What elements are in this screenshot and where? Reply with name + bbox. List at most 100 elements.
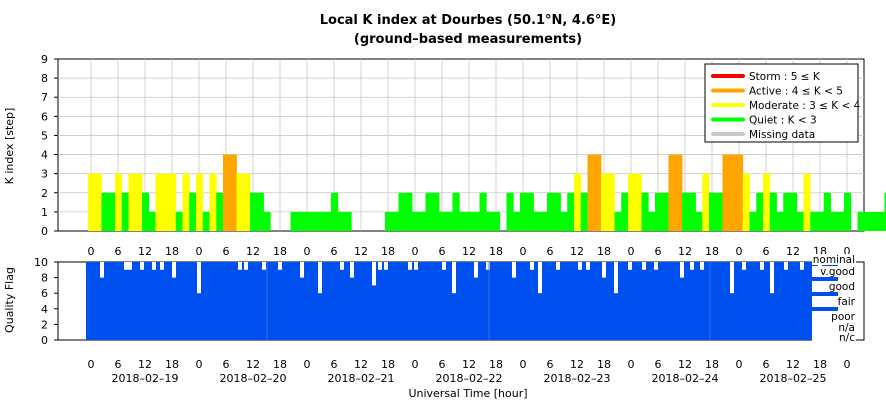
k-index-bar xyxy=(615,212,622,231)
k-x-tick-label: 0 xyxy=(304,245,311,258)
k-index-bar xyxy=(419,212,426,231)
k-index-bar xyxy=(304,212,311,231)
k-index-bar xyxy=(520,193,527,231)
k-index-bar xyxy=(669,155,676,231)
k-index-bar xyxy=(696,212,703,231)
k-index-bar xyxy=(588,155,595,231)
quality-flag-gap xyxy=(414,262,418,270)
k-index-bar xyxy=(675,155,682,231)
quality-flag-gap xyxy=(680,262,684,278)
quality-x-tick-label: 12 xyxy=(354,358,368,371)
quality-flag-gap xyxy=(800,262,804,270)
k-y-tick-label: 7 xyxy=(41,91,48,104)
k-index-bar xyxy=(783,193,790,231)
quality-flag-gap xyxy=(654,262,658,270)
k-x-tick-label: 0 xyxy=(736,245,743,258)
quality-x-tick-label: 6 xyxy=(655,358,662,371)
quality-x-tick-label: 0 xyxy=(88,358,95,371)
k-index-bar xyxy=(763,174,770,231)
k-index-bar xyxy=(608,174,615,231)
k-x-tick-label: 6 xyxy=(655,245,662,258)
k-index-bar xyxy=(129,174,136,231)
k-y-tick-label: 0 xyxy=(41,225,48,238)
k-index-bar xyxy=(628,174,635,231)
k-index-bar xyxy=(642,193,649,231)
k-x-tick-label: 0 xyxy=(628,245,635,258)
k-index-bar xyxy=(162,174,169,231)
k-index-bar xyxy=(804,174,811,231)
legend-label-4: Missing data xyxy=(749,129,815,141)
k-index-bar xyxy=(473,212,480,231)
quality-x-tick-label: 18 xyxy=(273,358,287,371)
k-index-bar xyxy=(446,212,453,231)
k-y-tick-label: 6 xyxy=(41,110,48,123)
quality-flag-gap xyxy=(700,262,704,270)
quality-y-tick-label: 4 xyxy=(41,303,48,316)
k-index-bar xyxy=(844,193,851,231)
quality-flag-gap xyxy=(340,262,344,270)
k-y-tick-label: 4 xyxy=(41,149,48,162)
k-index-bar xyxy=(601,174,608,231)
k-index-bar xyxy=(480,193,487,231)
k-index-bar xyxy=(662,193,669,231)
quality-flag-gap xyxy=(578,262,582,270)
quality-y-tick-label: 8 xyxy=(41,272,48,285)
quality-flag-gap xyxy=(690,262,694,270)
k-index-bar xyxy=(405,193,412,231)
k-index-bar xyxy=(756,193,763,231)
k-index-bar xyxy=(142,193,149,231)
quality-flag-gap xyxy=(238,262,242,270)
quality-flag-gap xyxy=(730,262,734,293)
quality-flag-gap xyxy=(244,262,248,270)
k-index-bar xyxy=(149,212,156,231)
k-x-tick-label: 12 xyxy=(354,245,368,258)
quality-flag-gap xyxy=(642,262,646,270)
k-index-bar xyxy=(466,212,473,231)
k-index-bar xyxy=(169,174,176,231)
k-index-bar xyxy=(453,193,460,231)
k-index-bar xyxy=(203,212,210,231)
k-index-bar xyxy=(189,193,196,231)
k-y-tick-label: 3 xyxy=(41,168,48,181)
quality-flag-gap xyxy=(197,262,201,293)
k-index-bar xyxy=(513,212,520,231)
k-index-bar xyxy=(230,155,237,231)
k-index-bar xyxy=(581,193,588,231)
k-index-bar xyxy=(594,155,601,231)
k-index-bar xyxy=(216,193,223,231)
quality-x-tick-label: 6 xyxy=(547,358,554,371)
k-x-tick-label: 6 xyxy=(115,245,122,258)
k-index-bar xyxy=(331,193,338,231)
x-axis-label: Universal Time [hour] xyxy=(408,387,527,400)
quality-flag-gap xyxy=(152,262,156,270)
quality-label-0: nominal xyxy=(813,254,855,266)
k-index-bar xyxy=(223,155,230,231)
quality-x-tick-label: 6 xyxy=(763,358,770,371)
legend-label-3: Quiet : K < 3 xyxy=(749,115,817,127)
k-index-bar xyxy=(291,212,298,231)
quality-x-tick-label: 12 xyxy=(570,358,584,371)
k-index-bar xyxy=(324,212,331,231)
k-index-bar xyxy=(729,155,736,231)
quality-x-tick-label: 18 xyxy=(381,358,395,371)
quality-y-tick-label: 0 xyxy=(41,334,48,347)
k-x-tick-label: 12 xyxy=(462,245,476,258)
k-index-bar xyxy=(864,212,871,231)
k-x-tick-label: 12 xyxy=(678,245,692,258)
k-index-bar xyxy=(824,193,831,231)
date-label: 2018–02–25 xyxy=(760,372,827,385)
k-x-tick-label: 12 xyxy=(570,245,584,258)
k-index-bar xyxy=(797,212,804,231)
k-index-bar xyxy=(817,212,824,231)
k-index-bar xyxy=(689,193,696,231)
k-index-bar xyxy=(210,174,217,231)
quality-flag-gap xyxy=(602,262,606,278)
k-x-tick-label: 0 xyxy=(196,245,203,258)
k-index-bar xyxy=(561,212,568,231)
quality-flag-gap xyxy=(100,262,104,278)
k-index-bar xyxy=(115,174,122,231)
k-index-bar xyxy=(338,212,345,231)
quality-flag-gap xyxy=(742,262,746,270)
